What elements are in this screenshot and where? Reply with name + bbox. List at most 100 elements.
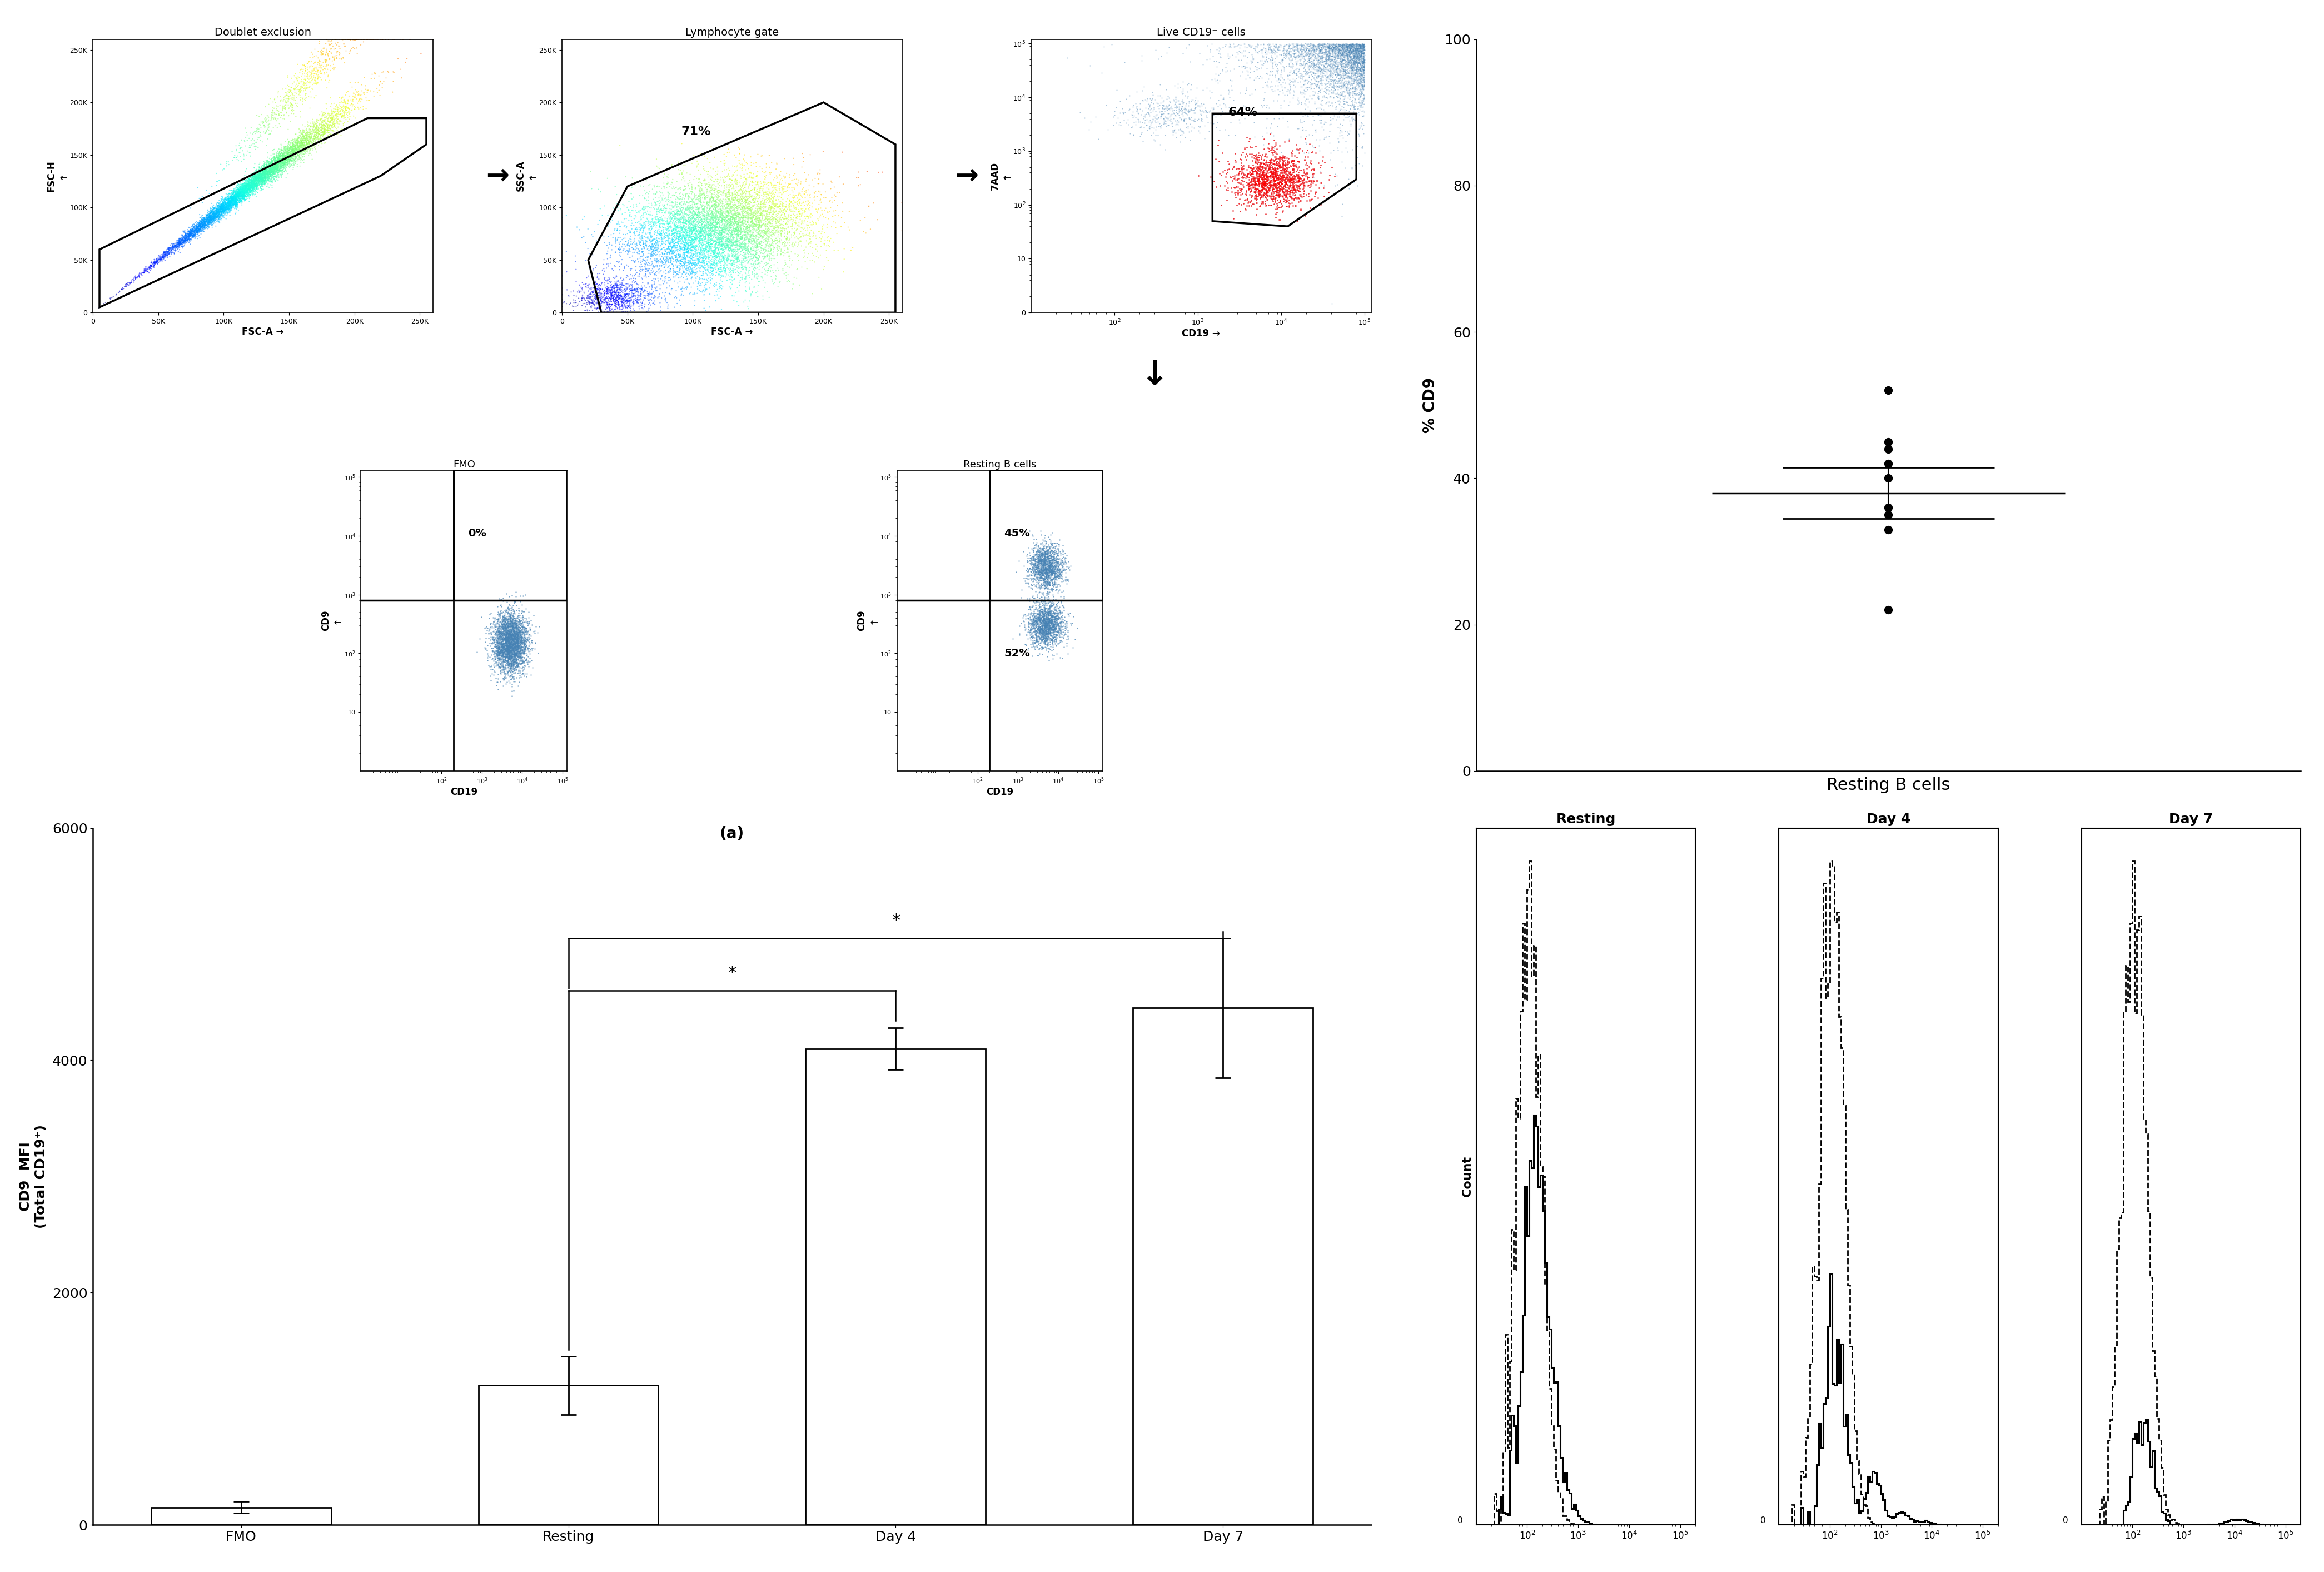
Point bbox=[1257, 200, 1294, 225]
Point bbox=[1039, 612, 1076, 637]
Point bbox=[1327, 61, 1364, 86]
Point bbox=[1167, 96, 1204, 121]
Point bbox=[246, 157, 284, 182]
Point bbox=[720, 208, 758, 233]
Point bbox=[674, 259, 711, 285]
Point bbox=[274, 148, 311, 173]
Point bbox=[1313, 35, 1350, 60]
Point bbox=[693, 212, 730, 237]
Point bbox=[244, 152, 281, 178]
Point bbox=[732, 198, 769, 223]
Point bbox=[490, 608, 528, 634]
Point bbox=[279, 143, 316, 168]
Point bbox=[1185, 99, 1222, 124]
Point bbox=[669, 253, 706, 278]
Point bbox=[1023, 556, 1060, 582]
Point bbox=[1018, 590, 1055, 615]
Point bbox=[1264, 152, 1301, 178]
Point bbox=[493, 626, 530, 651]
Point bbox=[1225, 187, 1262, 212]
Point bbox=[490, 627, 528, 652]
Point bbox=[165, 223, 202, 248]
Point bbox=[600, 289, 637, 314]
Point bbox=[1343, 82, 1380, 107]
Point bbox=[253, 154, 290, 179]
Point bbox=[1339, 33, 1376, 58]
Point bbox=[1346, 55, 1383, 80]
Point bbox=[1346, 53, 1383, 79]
Point bbox=[1048, 550, 1085, 575]
Point bbox=[755, 247, 792, 272]
Point bbox=[695, 187, 732, 212]
Point bbox=[1248, 168, 1285, 193]
Point bbox=[690, 223, 727, 248]
Point bbox=[1276, 176, 1313, 201]
Point bbox=[720, 214, 758, 239]
Point bbox=[1315, 52, 1353, 77]
Point bbox=[632, 258, 669, 283]
Point bbox=[646, 201, 683, 226]
Point bbox=[597, 274, 634, 299]
Point bbox=[307, 104, 344, 129]
Point bbox=[483, 624, 521, 649]
Point bbox=[644, 241, 681, 266]
Point bbox=[779, 217, 816, 242]
Point bbox=[1301, 152, 1339, 178]
Point bbox=[221, 184, 258, 209]
Point bbox=[713, 215, 751, 241]
Point bbox=[1032, 623, 1069, 648]
Point bbox=[1160, 88, 1197, 113]
Point bbox=[1278, 44, 1315, 69]
Point bbox=[1306, 126, 1343, 151]
Point bbox=[646, 220, 683, 245]
Point bbox=[609, 294, 646, 319]
Point bbox=[139, 247, 177, 272]
Point bbox=[232, 179, 270, 204]
Point bbox=[681, 228, 718, 253]
Point bbox=[792, 211, 830, 236]
Point bbox=[697, 204, 734, 230]
Point bbox=[1027, 604, 1064, 629]
Point bbox=[288, 121, 325, 146]
Point bbox=[1290, 42, 1327, 68]
Point bbox=[1271, 168, 1308, 193]
Point bbox=[1271, 49, 1308, 74]
Point bbox=[497, 632, 535, 657]
Point bbox=[163, 228, 200, 253]
Point bbox=[1329, 41, 1367, 66]
Point bbox=[697, 204, 734, 230]
Point bbox=[311, 31, 349, 57]
Point bbox=[286, 137, 323, 162]
Point bbox=[1341, 71, 1378, 96]
Point bbox=[144, 244, 181, 269]
Point bbox=[493, 608, 530, 634]
Point bbox=[177, 220, 214, 245]
Point bbox=[709, 222, 746, 247]
Point bbox=[660, 206, 697, 231]
Point bbox=[1239, 165, 1276, 190]
Point bbox=[725, 193, 762, 219]
Point bbox=[488, 637, 525, 662]
Point bbox=[609, 222, 646, 247]
Point bbox=[490, 626, 528, 651]
Point bbox=[188, 211, 225, 236]
Point bbox=[214, 196, 251, 222]
Point bbox=[1322, 33, 1360, 58]
Point bbox=[744, 225, 781, 250]
Point bbox=[1234, 182, 1271, 208]
Point bbox=[167, 228, 205, 253]
Point bbox=[1301, 58, 1339, 83]
Point bbox=[662, 236, 700, 261]
Point bbox=[1030, 623, 1067, 648]
Point bbox=[1262, 79, 1299, 104]
Point bbox=[179, 220, 216, 245]
Point bbox=[1332, 69, 1369, 94]
Point bbox=[1132, 112, 1169, 137]
Point bbox=[662, 248, 700, 274]
Point bbox=[495, 648, 532, 673]
Point bbox=[211, 196, 249, 222]
Point bbox=[618, 192, 655, 217]
Point bbox=[1030, 558, 1067, 583]
Point bbox=[1037, 561, 1074, 586]
Point bbox=[1102, 110, 1139, 135]
